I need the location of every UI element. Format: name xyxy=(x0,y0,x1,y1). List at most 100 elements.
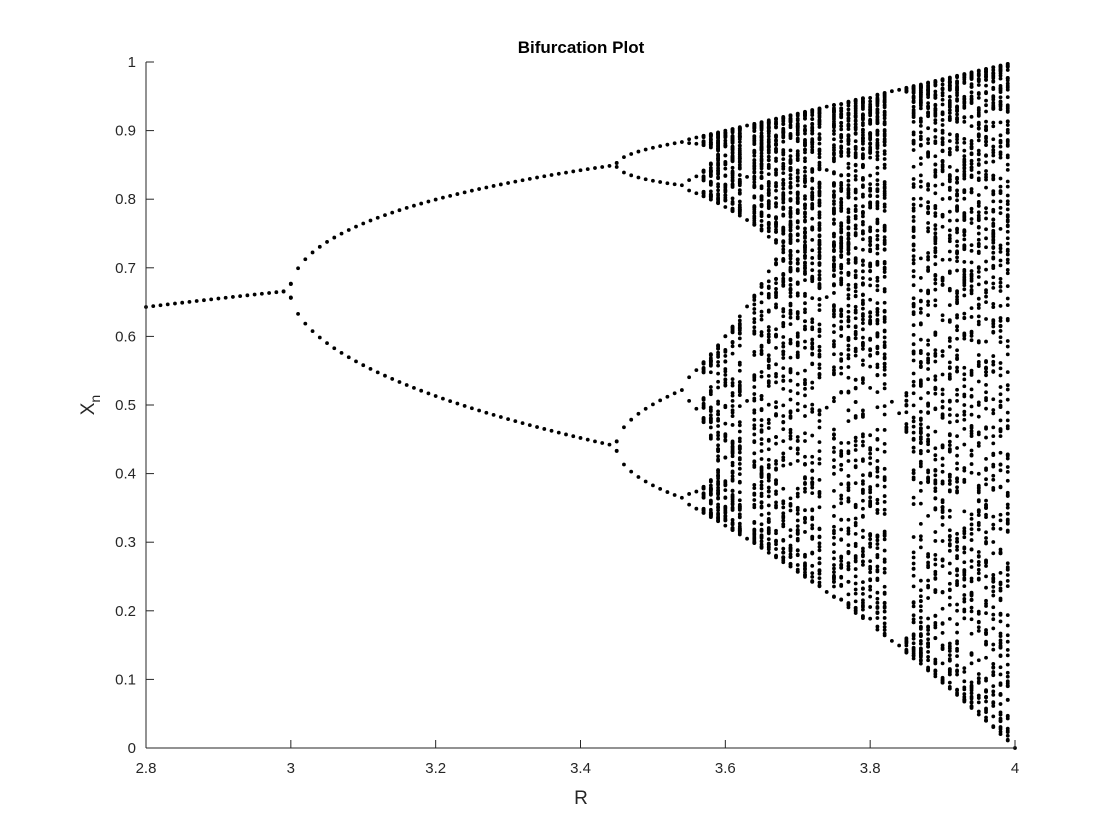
data-point xyxy=(846,261,851,265)
data-point xyxy=(716,433,720,438)
data-point xyxy=(868,353,873,357)
data-point xyxy=(969,706,974,710)
data-point xyxy=(752,331,757,336)
data-point xyxy=(861,473,865,477)
data-point xyxy=(781,139,786,144)
data-point xyxy=(984,574,988,579)
data-point xyxy=(853,282,858,287)
data-point xyxy=(976,563,981,567)
data-point xyxy=(875,627,880,632)
data-point xyxy=(766,295,771,300)
data-point xyxy=(882,624,887,629)
data-point xyxy=(737,429,742,434)
data-point xyxy=(882,345,887,350)
data-point xyxy=(947,152,952,157)
data-point xyxy=(976,251,981,256)
data-point xyxy=(991,692,996,697)
data-point xyxy=(383,213,387,218)
data-point xyxy=(766,187,771,192)
data-point xyxy=(911,403,916,408)
data-point xyxy=(969,206,974,211)
data-point xyxy=(716,436,720,441)
data-point xyxy=(976,241,981,246)
data-point xyxy=(853,177,858,182)
data-point xyxy=(412,386,416,390)
data-point xyxy=(962,384,967,389)
data-point xyxy=(404,206,409,210)
data-point xyxy=(853,316,858,321)
data-point xyxy=(962,679,967,684)
data-point xyxy=(868,310,873,315)
data-point xyxy=(998,547,1003,552)
data-point xyxy=(998,672,1003,677)
data-point xyxy=(926,137,930,142)
data-point xyxy=(861,549,865,554)
data-point xyxy=(774,149,778,153)
data-point xyxy=(868,473,873,478)
data-point xyxy=(759,223,764,228)
data-point xyxy=(947,303,952,308)
data-point xyxy=(853,285,858,290)
data-point xyxy=(875,501,880,506)
data-point xyxy=(774,168,778,172)
data-point xyxy=(832,123,836,128)
data-point xyxy=(716,458,720,463)
data-point xyxy=(781,258,786,262)
data-point xyxy=(752,302,757,307)
data-point xyxy=(788,166,793,171)
data-point xyxy=(926,251,930,255)
data-point xyxy=(737,404,742,409)
data-point xyxy=(737,156,742,160)
data-point xyxy=(933,674,938,679)
data-point xyxy=(803,520,807,525)
data-point xyxy=(882,191,887,196)
data-point xyxy=(882,382,887,386)
data-point xyxy=(752,126,757,131)
data-point xyxy=(578,436,583,440)
data-point xyxy=(716,162,720,167)
data-point xyxy=(817,548,822,553)
data-point xyxy=(766,226,771,231)
data-point xyxy=(701,507,706,512)
data-point xyxy=(737,521,742,526)
data-point xyxy=(955,259,959,264)
data-point xyxy=(926,513,930,518)
data-point xyxy=(918,522,923,526)
data-point xyxy=(998,246,1003,251)
data-point xyxy=(947,344,952,349)
data-point xyxy=(839,467,844,472)
data-point xyxy=(926,439,930,444)
data-point xyxy=(759,313,764,318)
data-point xyxy=(991,256,996,261)
data-point xyxy=(875,275,880,280)
data-point xyxy=(882,119,887,124)
data-point xyxy=(947,164,952,169)
data-point xyxy=(918,429,923,434)
data-point xyxy=(774,400,778,405)
data-point xyxy=(947,139,952,143)
data-point xyxy=(267,291,272,295)
data-point xyxy=(926,554,930,559)
data-point xyxy=(998,176,1003,181)
data-point xyxy=(788,278,793,283)
data-point xyxy=(998,551,1003,556)
y-axis-label-subscript: n xyxy=(87,395,103,403)
data-point xyxy=(969,329,974,334)
data-point xyxy=(774,480,778,485)
data-point xyxy=(969,278,974,283)
data-point xyxy=(846,133,851,138)
data-point xyxy=(955,244,959,248)
data-point xyxy=(911,139,916,144)
data-point xyxy=(795,190,800,195)
data-point xyxy=(991,95,996,100)
data-point xyxy=(911,502,916,506)
data-point xyxy=(955,105,959,109)
data-point xyxy=(527,423,532,428)
data-point xyxy=(991,301,996,306)
data-point xyxy=(861,335,865,340)
data-point xyxy=(716,144,720,148)
data-point xyxy=(861,443,865,448)
data-point xyxy=(933,429,938,434)
data-point xyxy=(962,247,967,252)
data-point xyxy=(933,108,938,113)
